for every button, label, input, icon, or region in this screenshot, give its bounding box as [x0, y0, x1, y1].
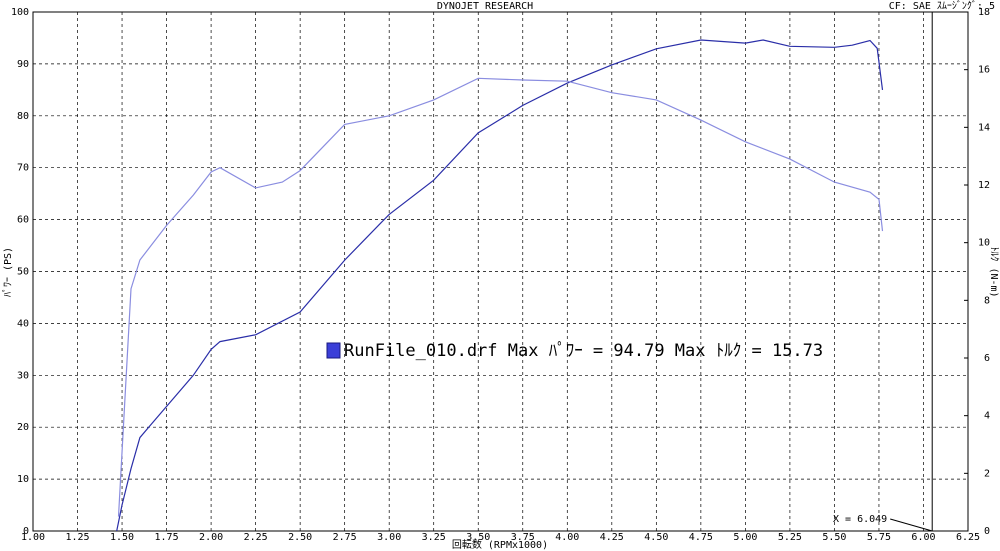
y2-tick-label: 10 [978, 238, 990, 249]
y-tick-label: 50 [17, 267, 29, 278]
y2-axis-label: ﾄﾙｸ (N-m) [988, 246, 1000, 297]
y-tick-label: 30 [17, 370, 29, 381]
x-tick-label: 1.25 [65, 532, 89, 543]
x-tick-label: 1.00 [21, 532, 45, 543]
y2-tick-label: 0 [984, 526, 990, 537]
chart-subtitle: CF: SAE ｽﾑｰｼﾞﾝｸﾞ: 5 [889, 0, 995, 12]
x-axis-label: 回転数 (RPMx1000) [452, 538, 548, 551]
x-tick-label: 3.75 [511, 532, 535, 543]
x-tick-label: 2.25 [244, 532, 268, 543]
y-tick-label: 70 [17, 163, 29, 174]
x-tick-label: 1.50 [110, 532, 134, 543]
y2-tick-label: 8 [984, 295, 990, 306]
x-tick-label: 3.00 [377, 532, 401, 543]
y-tick-label: 80 [17, 111, 29, 122]
x-tick-label: 4.75 [689, 532, 713, 543]
series-line [116, 39, 884, 532]
x-tick-label: 2.50 [288, 532, 312, 543]
legend-swatch [326, 342, 341, 359]
x-tick-label: 5.25 [778, 532, 802, 543]
x-tick-label: 5.00 [733, 532, 757, 543]
y-axis-label: ﾊﾟﾜｰ (PS) [2, 247, 14, 297]
y2-tick-label: 16 [978, 65, 990, 76]
y-tick-label: 60 [17, 215, 29, 226]
y-tick-label: 100 [11, 7, 29, 18]
y2-tick-label: 14 [978, 122, 990, 133]
x-tick-label: 3.25 [422, 532, 446, 543]
series-line [117, 77, 884, 517]
y-tick-label: 10 [17, 474, 29, 485]
y-tick-label: 90 [17, 59, 29, 70]
y-tick-label: 20 [17, 422, 29, 433]
chart-title: DYNOJET RESEARCH [437, 1, 533, 12]
x-tick-label: 4.25 [600, 532, 624, 543]
x-tick-label: 2.00 [199, 532, 223, 543]
x-tick-label: 2.75 [333, 532, 357, 543]
x-tick-label: 6.25 [956, 532, 980, 543]
x-tick-label: 4.50 [644, 532, 668, 543]
cursor-label: X = 6.049 [833, 514, 887, 525]
y-tick-label: 40 [17, 318, 29, 329]
x-tick-label: 4.00 [555, 532, 579, 543]
y2-tick-label: 18 [978, 7, 990, 18]
cursor-pointer [890, 518, 933, 532]
y-tick-label: 0 [23, 526, 29, 537]
x-tick-label: 6.00 [911, 532, 935, 543]
x-tick-label: 5.50 [822, 532, 846, 543]
x-tick-label: 5.75 [867, 532, 891, 543]
x-tick-label: 3.50 [466, 532, 490, 543]
y2-tick-label: 2 [984, 468, 990, 479]
y2-tick-label: 12 [978, 180, 990, 191]
y2-tick-label: 4 [984, 411, 990, 422]
legend-text: RunFile_010.drf Max ﾊﾟﾜｰ = 94.79 Max ﾄﾙｸ… [344, 341, 823, 361]
x-tick-label: 1.75 [155, 532, 179, 543]
y2-tick-label: 6 [984, 353, 990, 364]
